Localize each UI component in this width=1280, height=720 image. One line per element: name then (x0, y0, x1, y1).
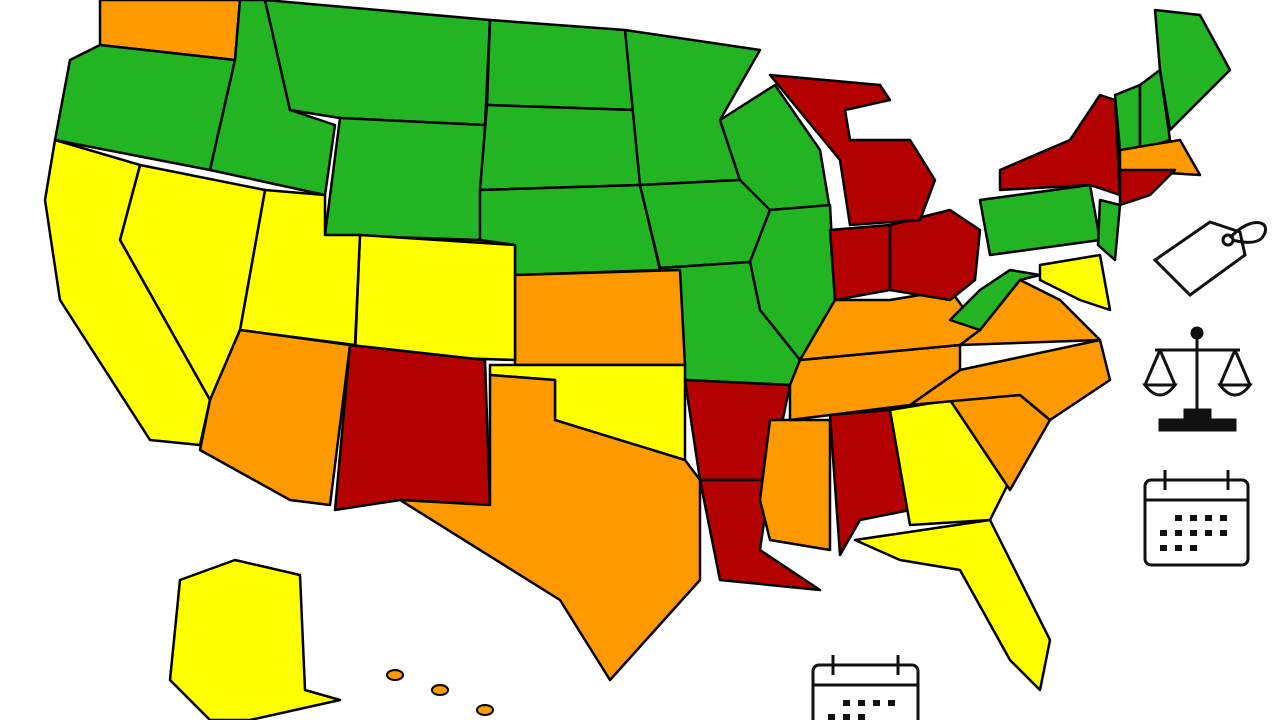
state (758, 418, 832, 552)
state (263, 0, 492, 127)
state (323, 116, 487, 242)
state (1038, 253, 1112, 312)
state (1113, 83, 1142, 152)
state (828, 223, 892, 302)
state (958, 278, 1102, 347)
state (888, 208, 982, 302)
island (431, 684, 449, 696)
states (43, 0, 1232, 720)
state (698, 478, 822, 592)
state (478, 103, 642, 192)
state (333, 343, 492, 512)
tag-icon (1152, 220, 1267, 297)
island (476, 704, 494, 716)
state (353, 233, 517, 362)
island (386, 669, 404, 681)
state (638, 178, 772, 270)
calendar-icon (811, 655, 920, 720)
state (853, 518, 1052, 692)
state (485, 18, 637, 112)
state (1153, 8, 1232, 132)
state (168, 558, 342, 720)
state (53, 43, 237, 172)
state (1096, 198, 1122, 262)
state (998, 93, 1122, 197)
state (513, 268, 687, 367)
state (828, 408, 912, 557)
state (398, 373, 702, 682)
scale-icon (1141, 326, 1254, 432)
icons (811, 220, 1267, 720)
calendar-icon (1143, 470, 1250, 567)
state (768, 73, 937, 227)
state (1118, 168, 1177, 207)
state (1118, 138, 1202, 177)
